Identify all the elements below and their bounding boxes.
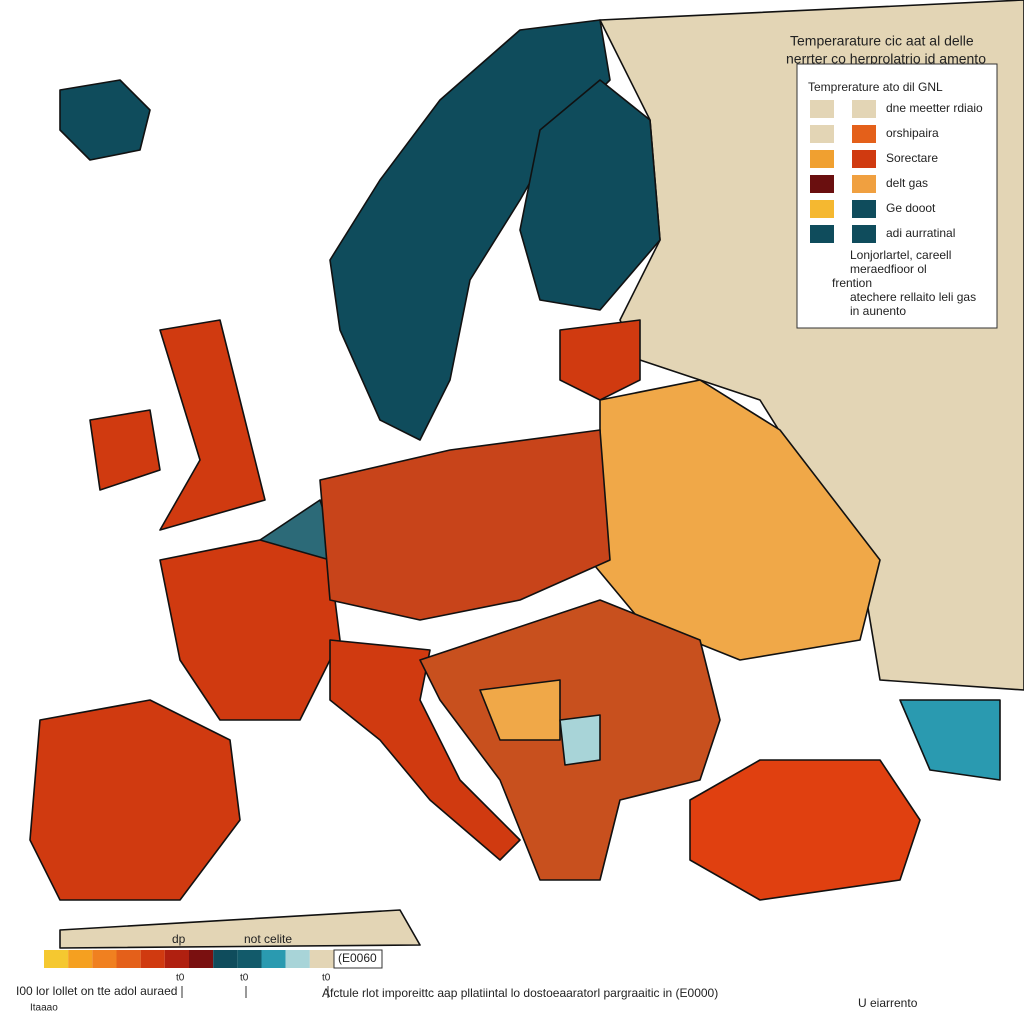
colorbar: dp not celite (E0060 t0 t0 t0 [44, 932, 383, 998]
legend-label: Sorectare [886, 151, 938, 165]
colorbar-segment [140, 950, 165, 968]
footer-text: U eiarrento [858, 996, 918, 1010]
title: Temperarature cic aat al delle [790, 33, 974, 49]
legend-swatch [852, 200, 876, 218]
colorbar-segment [189, 950, 214, 968]
legend-note: meraedfioor ol [850, 262, 927, 276]
colorbar-segment [68, 950, 93, 968]
colorbar-label: (E0060 [338, 951, 377, 965]
colorbar-segment [285, 950, 310, 968]
legend-title: Temprerature ato dil GNL [808, 80, 943, 94]
title: nerrter co herprolatrio id amento [786, 51, 986, 67]
legend-swatch [810, 150, 834, 168]
colorbar-segment [309, 950, 334, 968]
colorbar-segment [92, 950, 117, 968]
colorbar-segment [237, 950, 262, 968]
legend-note: Lonjorlartel, careell [850, 248, 951, 262]
legend-swatch [852, 150, 876, 168]
colorbar-label: dp [172, 932, 186, 946]
colorbar-tick-label: t0 [176, 973, 185, 984]
colorbar-tick-label: t0 [240, 973, 249, 984]
colorbar-box [333, 949, 383, 969]
legend: dne meetter rdiaio orshipaira Sorectare del… [810, 100, 983, 243]
footer-text: Afctule rlot imporeittc aap pllatiintal … [322, 986, 718, 1000]
legend-label: orshipaira [886, 126, 939, 140]
colorbar-segment [116, 950, 141, 968]
legend-note: frention [832, 276, 872, 290]
legend-swatch [852, 125, 876, 143]
legend-swatch [810, 200, 834, 218]
legend-label: dne meetter rdiaio [886, 101, 983, 115]
legend-swatch [810, 175, 834, 193]
colorbar-label: not celite [244, 932, 292, 946]
colorbar-segment [213, 950, 238, 968]
colorbar-segment [164, 950, 189, 968]
legend-swatch [852, 225, 876, 243]
legend-swatch [852, 175, 876, 193]
colorbar-segment [261, 950, 286, 968]
legend-note: in aunento [850, 304, 906, 318]
legend-label: Ge dooot [886, 201, 936, 215]
legend-swatch [810, 100, 834, 118]
legend-swatch [852, 100, 876, 118]
footer-text: I00 lor lollet on tte adol auraed [16, 984, 177, 998]
legend-label: adi aurratinal [886, 226, 955, 240]
legend-note: atechere rellaito leli gas [850, 290, 976, 304]
colorbar-segment [44, 950, 69, 968]
colorbar-tick-label: t0 [322, 973, 331, 984]
legend-swatch [810, 125, 834, 143]
legend-swatch [810, 225, 834, 243]
footer-text: Itaaao [30, 1003, 58, 1014]
legend-label: delt gas [886, 176, 928, 190]
